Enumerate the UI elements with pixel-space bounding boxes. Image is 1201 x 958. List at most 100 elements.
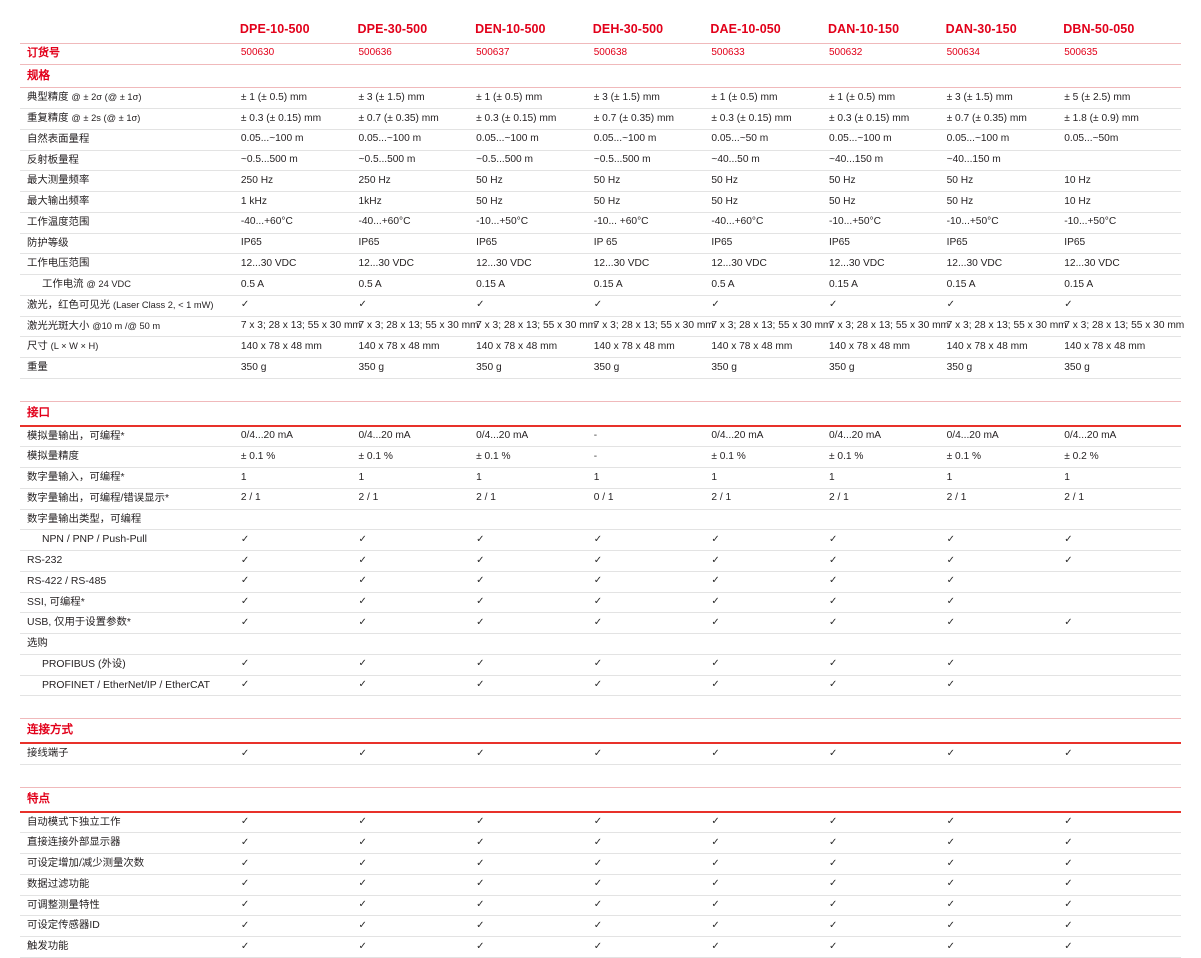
- cell-text: 50 Hz: [829, 195, 856, 207]
- cell-text: 0/4...20 mA: [476, 430, 529, 441]
- cell-value: 140 x 78 x 48 mm: [357, 336, 476, 358]
- cell-text: 50 Hz: [711, 195, 738, 207]
- check-icon: ✓: [476, 940, 485, 952]
- cell-value: ~40...150 m: [828, 150, 946, 172]
- cell-text: ~40...150 m: [946, 154, 1001, 165]
- section-title-cell: 连接方式: [20, 718, 240, 745]
- check-icon: ✓: [946, 857, 956, 869]
- cell-text: 1: [946, 471, 953, 483]
- cell-value: 12...30 VDC: [710, 253, 828, 275]
- order-number-value: 500632: [828, 42, 946, 65]
- check-icon: ✓: [946, 816, 956, 827]
- cell-text: ± 0.3 (± 0.15) mm: [476, 112, 557, 124]
- cell-text: 50 Hz: [711, 174, 738, 186]
- cell-value: 0.05...~100 m: [828, 129, 946, 151]
- cell-text: ± 0.7 (± 0.35) mm: [593, 112, 675, 124]
- cell-value: -40...+60°C: [357, 212, 476, 234]
- order-number-text: 500633: [711, 47, 745, 59]
- check-icon: ✓: [476, 836, 485, 848]
- cell-value: 50 Hz: [592, 170, 711, 192]
- cell-value: ✓: [592, 853, 711, 875]
- cell-text: 0/4...20 mA: [829, 430, 882, 441]
- cell-value: ✓: [592, 529, 711, 551]
- cell-text: 12...30 VDC: [593, 257, 650, 269]
- cell-value: 2 / 1: [357, 488, 476, 510]
- table-row: 工作电流 @ 24 VDC 0.5 A 0.5 A 0.15 A 0.15 A 0.5 A…: [20, 274, 1181, 296]
- cell-value: ✓: [475, 654, 593, 676]
- check-icon: ✓: [593, 533, 603, 545]
- check-icon: ✓: [1064, 299, 1073, 311]
- cell-text: 250 Hz: [358, 174, 391, 186]
- cell-text: 350 g: [240, 361, 267, 373]
- check-icon: ✓: [711, 658, 720, 670]
- row-label: 选购: [27, 638, 48, 649]
- check-icon: ✓: [240, 679, 250, 690]
- section-header-blank: [239, 786, 358, 813]
- row-label-cell: NPN / PNP / Push-Pull: [20, 529, 240, 551]
- cell-value: ✓: [945, 675, 1064, 697]
- check-icon: ✓: [711, 299, 720, 311]
- check-icon: ✓: [1064, 857, 1073, 869]
- cell-text: IP65: [240, 237, 262, 248]
- check-icon: ✓: [593, 836, 603, 848]
- check-icon: ✓: [593, 554, 603, 566]
- cell-text: IP65: [711, 237, 733, 248]
- cell-value: ✓: [945, 853, 1064, 875]
- row-label: 模拟量输出，可编程*: [27, 430, 125, 442]
- section-header-blank: [357, 718, 476, 745]
- cell-text: 0.05...~50m: [1064, 133, 1119, 145]
- check-icon: ✓: [240, 747, 250, 759]
- cell-value: [239, 633, 358, 655]
- cell-text: 12...30 VDC: [711, 257, 767, 269]
- cell-text: ~40...50 m: [711, 154, 760, 165]
- cell-value: ✓: [357, 592, 476, 614]
- cell-value: 12...30 VDC: [828, 253, 946, 275]
- cell-text: -10... +60°C: [593, 216, 649, 228]
- cell-text: 350 g: [1064, 361, 1090, 373]
- row-label: 尺寸: [27, 341, 48, 353]
- cell-value: ± 0.2 %: [1063, 446, 1181, 468]
- cell-value: ✓: [710, 915, 828, 937]
- cell-text: 50 Hz: [593, 195, 621, 207]
- cell-text: 0.15 A: [476, 278, 506, 290]
- section-header-blank: [828, 400, 946, 427]
- cell-text: 2 / 1: [1064, 492, 1085, 504]
- cell-text: ± 1 (± 0.5) mm: [711, 91, 778, 103]
- check-icon: ✓: [711, 679, 720, 690]
- row-label-cell: 选购: [20, 633, 240, 655]
- row-label: 数字量输出类型，可编程: [27, 513, 142, 525]
- cell-text: 1: [1064, 471, 1070, 483]
- end-rule-cell: [20, 377, 1181, 380]
- cell-value: ✓: [710, 571, 828, 593]
- model-column-header: DEN-10-500: [475, 18, 593, 43]
- check-icon: ✓: [946, 836, 956, 848]
- cell-text: 350 g: [358, 361, 385, 373]
- end-rule-cell: [20, 763, 1181, 766]
- section-header-blank: [357, 63, 476, 89]
- cell-value: ✓: [475, 915, 593, 937]
- cell-text: 0.15 A: [593, 278, 623, 290]
- section-title-cell: 特点: [20, 786, 240, 813]
- cell-text: 12...30 VDC: [240, 257, 297, 269]
- cell-value: ~0.5...500 m: [357, 150, 476, 172]
- cell-text: ± 0.1 %: [358, 450, 393, 462]
- cell-value: ✓: [475, 853, 593, 875]
- cell-text: 0.5 A: [711, 278, 735, 290]
- check-icon: ✓: [358, 919, 367, 931]
- cell-text: ~0.5...500 m: [593, 154, 651, 165]
- table-row: RS-422 / RS-485 ✓ ✓ ✓ ✓ ✓ ✓ ✓: [20, 571, 1181, 593]
- cell-value: ± 0.1 %: [239, 446, 358, 468]
- row-label: 典型精度: [27, 92, 69, 104]
- cell-value: ✓: [592, 295, 711, 317]
- section-title-cell: 接口: [20, 400, 240, 427]
- check-icon: ✓: [946, 616, 956, 628]
- cell-value: ✓: [1063, 853, 1181, 875]
- check-icon: ✓: [593, 857, 603, 869]
- cell-value: ✓: [828, 529, 946, 551]
- row-label: 直接连接外部显示器: [27, 837, 121, 849]
- check-icon: ✓: [829, 878, 838, 890]
- cell-value: ✓: [239, 571, 358, 593]
- cell-value: ✓: [1063, 832, 1181, 854]
- row-label-note: (Laser Class 2, < 1 mW): [112, 299, 214, 310]
- section-header-blank: [475, 400, 593, 427]
